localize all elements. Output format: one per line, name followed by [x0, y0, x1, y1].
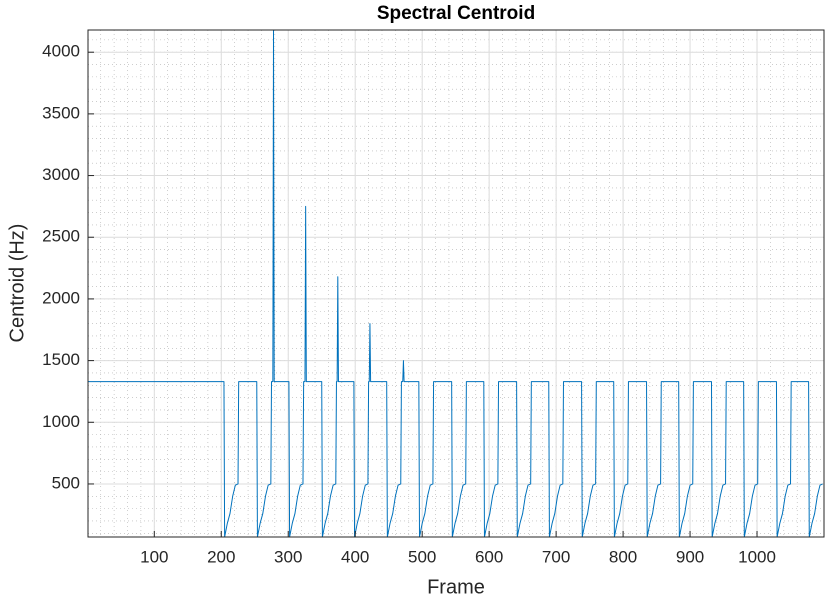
chart-title: Spectral Centroid — [377, 3, 535, 24]
x-tick-label: 400 — [341, 547, 369, 566]
x-tick-label: 700 — [542, 547, 570, 566]
y-tick-label: 1500 — [42, 350, 80, 369]
x-tick-label: 800 — [609, 547, 637, 566]
x-axis-label: Frame — [427, 576, 485, 598]
y-axis-label: Centroid (Hz) — [6, 224, 28, 343]
y-tick-label: 2500 — [42, 227, 80, 246]
x-tick-label: 200 — [207, 547, 235, 566]
x-tick-label: 900 — [676, 547, 704, 566]
y-tick-label: 2000 — [42, 288, 80, 307]
x-tick-label: 300 — [274, 547, 302, 566]
plot-area — [88, 30, 824, 537]
labels: 100 200 300 400 500 600 700 800 900 1000 500 1000 15… — [42, 42, 776, 567]
x-tick-label: 1000 — [738, 547, 776, 566]
y-tick-label: 3500 — [42, 103, 80, 122]
x-tick-label: 500 — [408, 547, 436, 566]
y-tick-label: 4000 — [42, 42, 80, 61]
grid — [88, 30, 824, 537]
y-tick-label: 500 — [52, 473, 80, 492]
data-line — [88, 29, 823, 538]
marks — [88, 29, 823, 538]
y-tick-label: 1000 — [42, 412, 80, 431]
x-tick-label: 600 — [475, 547, 503, 566]
y-tick-label: 3000 — [42, 165, 80, 184]
x-tick-label: 100 — [140, 547, 168, 566]
axes-box — [87, 29, 825, 538]
